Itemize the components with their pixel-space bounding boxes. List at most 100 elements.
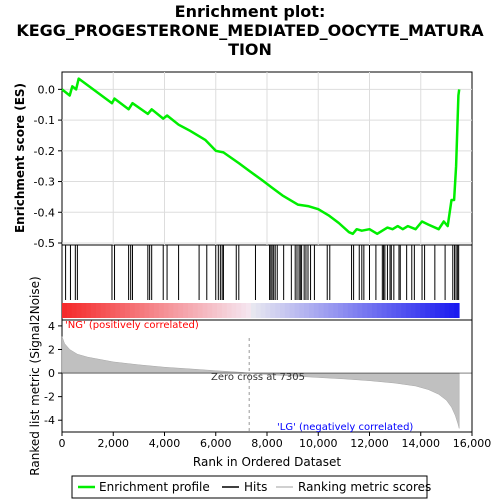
heat-cell <box>250 303 257 318</box>
heat-cell <box>372 303 378 318</box>
heat-cell <box>86 303 92 318</box>
x-tick-label: 8,000 <box>251 437 283 450</box>
heat-cell <box>236 303 242 318</box>
x-tick-label: 16,000 <box>453 437 492 450</box>
chart-title: Enrichment plot: KEGG_PROGESTERONE_MEDIA… <box>0 2 500 59</box>
heat-cell <box>328 303 334 318</box>
heat-cell <box>410 303 416 318</box>
heat-cell <box>342 303 349 318</box>
heat-cell <box>129 303 136 318</box>
heat-cell <box>434 303 441 318</box>
x-tick-label: 4,000 <box>149 437 181 450</box>
heat-cell <box>163 303 169 318</box>
legend-box <box>71 475 428 499</box>
heat-cell <box>91 303 97 318</box>
ranking-metric-area <box>61 336 460 429</box>
enrichment-profile-line <box>61 77 461 236</box>
heat-cell <box>439 303 446 318</box>
heat-cell <box>168 303 174 318</box>
heat-cell <box>405 303 412 318</box>
heat-cell <box>357 303 363 318</box>
heat-cell <box>313 303 320 318</box>
legend-metric-label: Ranking metric scores <box>298 480 431 494</box>
heat-cell <box>120 303 126 318</box>
metric-tick-label: -2 <box>44 391 55 404</box>
es-tick-label: -0.2 <box>34 145 55 158</box>
x-tick-label: 0 <box>59 437 66 450</box>
x-tick-label: 2,000 <box>98 437 130 450</box>
heat-cell <box>367 303 373 318</box>
metric-tick-label: 0 <box>48 367 55 380</box>
heat-cell <box>144 303 150 318</box>
heat-cell <box>309 303 315 318</box>
heat-cell <box>415 303 421 318</box>
x-axis-ticks: 0 2,000 4,000 6,000 8,000 10,000 12,000 14,000 1… <box>59 432 492 450</box>
heat-cell <box>391 303 397 318</box>
heat-cell <box>454 303 460 318</box>
x-tick-label: 14,000 <box>402 437 441 450</box>
es-y-axis-label: Enrichment score (ES) <box>13 83 27 233</box>
x-tick-label: 6,000 <box>200 437 232 450</box>
heat-cell <box>178 303 184 318</box>
title-line-3: TION <box>228 40 272 59</box>
heat-cell <box>260 303 266 318</box>
heat-cell <box>212 303 218 318</box>
es-tick-label: -0.4 <box>34 206 55 219</box>
heat-cell <box>217 303 223 318</box>
heat-cell <box>76 303 82 318</box>
heat-cell <box>386 303 392 318</box>
heat-cell <box>279 303 286 318</box>
es-tick-label: -0.1 <box>34 114 55 127</box>
legend-enrichment-label: Enrichment profile <box>99 480 210 494</box>
rank-heat-bar <box>62 303 460 318</box>
heat-cell <box>255 303 261 318</box>
heat-cell <box>246 303 252 318</box>
es-tick-label: 0.0 <box>38 83 56 96</box>
heat-cell <box>376 303 383 318</box>
heat-cell <box>444 303 450 318</box>
heat-cell <box>202 303 208 318</box>
zero-cross-label: Zero cross at 7305 <box>211 372 305 383</box>
heat-cell <box>284 303 291 318</box>
heat-cell <box>449 303 455 318</box>
heat-cell <box>71 303 77 318</box>
es-gridlines <box>62 72 472 245</box>
metric-y-ticks: 4 2 0 -2 -4 <box>44 320 62 427</box>
x-tick-label: 10,000 <box>299 437 338 450</box>
title-line-1: Enrichment plot: <box>174 2 326 21</box>
negative-correlation-label: 'LG' (negatively correlated) <box>277 422 413 433</box>
heat-cell <box>221 303 228 318</box>
heat-cell <box>425 303 431 318</box>
heat-cell <box>139 303 145 318</box>
heat-cell <box>154 303 160 318</box>
metric-y-axis-label: Ranked list metric (Signal2Noise) <box>28 276 42 475</box>
heat-cell <box>304 303 310 318</box>
heat-cell <box>134 303 140 318</box>
x-axis-label: Rank in Ordered Dataset <box>193 455 341 469</box>
metric-tick-label: -4 <box>44 414 55 427</box>
heat-cell <box>401 303 407 318</box>
heat-cell <box>197 303 203 318</box>
heat-cell <box>323 303 329 318</box>
heat-cell <box>430 303 436 318</box>
heat-cell <box>124 303 131 318</box>
heat-cell <box>275 303 281 318</box>
heat-cell <box>231 303 237 318</box>
metric-tick-label: 4 <box>48 320 55 333</box>
es-tick-label: -0.3 <box>34 176 55 189</box>
title-line-2: KEGG_PROGESTERONE_MEDIATED_OOCYTE_MATURA <box>16 21 484 40</box>
heat-cell <box>396 303 402 318</box>
heat-cell <box>347 303 354 318</box>
metric-tick-label: 2 <box>48 343 55 356</box>
heat-cell <box>333 303 339 318</box>
positive-correlation-label: 'NG' (positively correlated) <box>65 320 199 331</box>
heat-cell <box>420 303 426 318</box>
heat-cell <box>173 303 179 318</box>
heat-cell <box>192 303 199 318</box>
heat-cell <box>299 303 305 318</box>
heat-cell <box>95 303 102 318</box>
heat-cell <box>62 303 68 318</box>
heat-cell <box>115 303 121 318</box>
heat-cell <box>338 303 344 318</box>
